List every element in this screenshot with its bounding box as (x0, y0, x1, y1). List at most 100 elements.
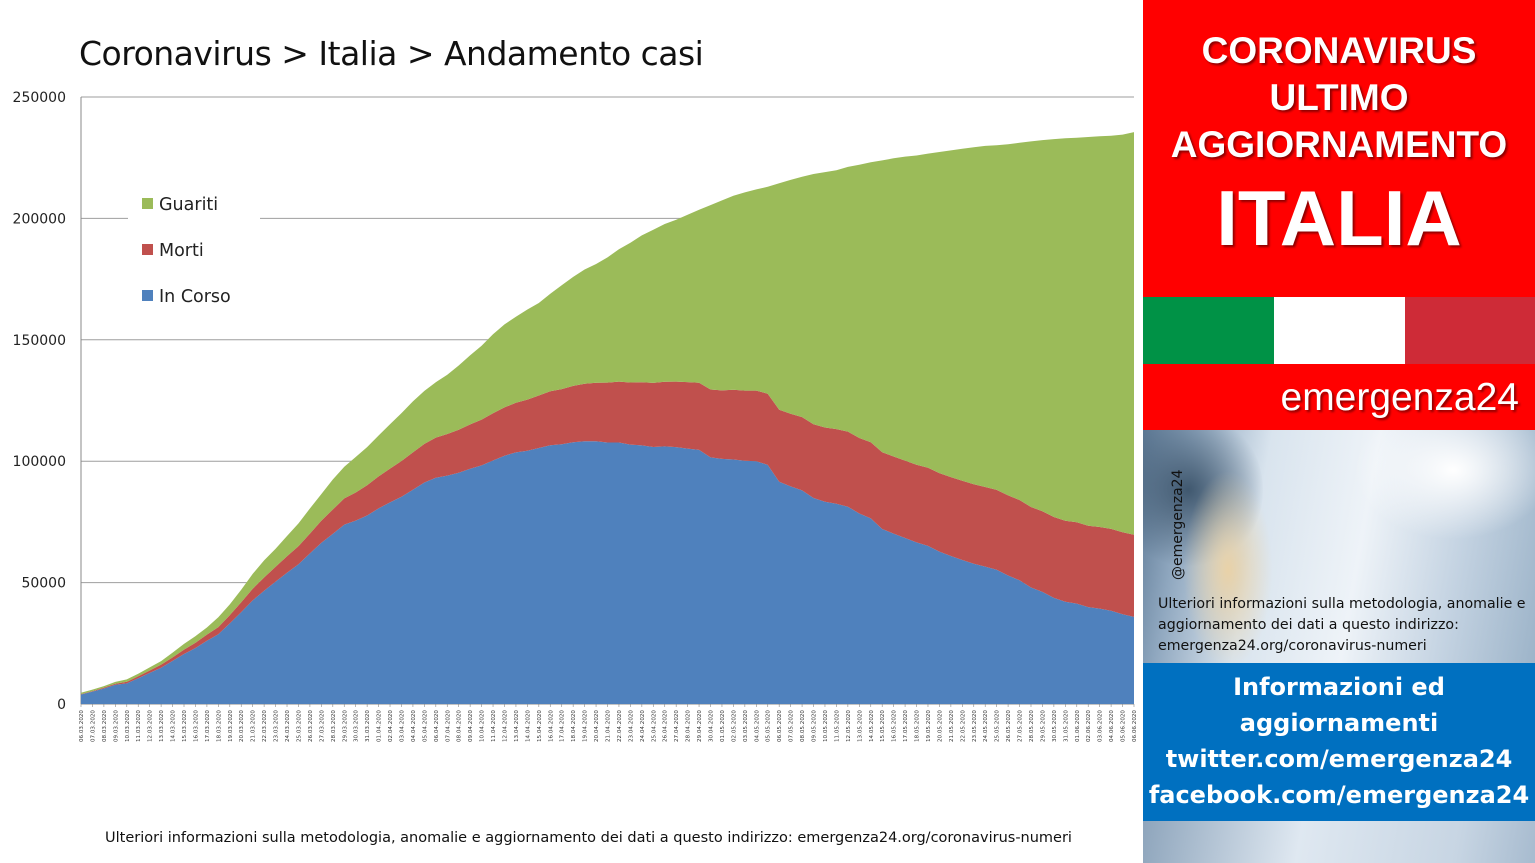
x-tick-label: 16.05.2020 (892, 710, 898, 742)
x-tick-label: 10.05.2020 (823, 710, 829, 742)
x-tick-label: 14.03.2020 (171, 710, 177, 742)
social-handle: @emergenza24 (1170, 469, 1186, 581)
x-tick-label: 02.05.2020 (731, 710, 737, 742)
x-tick-label: 26.04.2020 (663, 710, 669, 742)
x-tick-label: 19.05.2020 (926, 710, 932, 742)
facebook-link[interactable]: facebook.com/emergenza24 (1148, 781, 1530, 809)
chart-title: Coronavirus > Italia > Andamento casi (79, 34, 704, 73)
x-tick-label: 21.04.2020 (606, 710, 612, 742)
y-tick-label: 50000 (21, 576, 66, 592)
x-tick-label: 14.04.2020 (525, 710, 531, 742)
x-tick-label: 08.03.2020 (102, 710, 108, 742)
x-tick-label: 16.03.2020 (194, 710, 200, 742)
x-tick-label: 11.03.2020 (136, 710, 142, 742)
x-tick-label: 05.05.2020 (766, 710, 772, 742)
x-tick-label: 24.03.2020 (285, 710, 291, 742)
x-tick-label: 17.05.2020 (903, 710, 909, 742)
x-tick-label: 15.05.2020 (880, 710, 886, 742)
x-tick-label: 24.05.2020 (983, 710, 989, 742)
x-tick-label: 14.05.2020 (869, 710, 875, 742)
info-box: Informazioni ed aggiornamenti twitter.co… (1143, 663, 1535, 821)
x-tick-label: 25.03.2020 (297, 710, 303, 742)
legend-item-morti: Morti (142, 241, 204, 261)
x-tick-label: 26.03.2020 (308, 710, 314, 742)
legend-item-in-corso: In Corso (142, 287, 231, 307)
x-tick-label: 22.04.2020 (617, 710, 623, 742)
x-tick-label: 19.03.2020 (228, 710, 234, 742)
x-tick-label: 19.04.2020 (583, 710, 589, 742)
x-tick-label: 18.04.2020 (571, 710, 577, 742)
chart-legend: Guariti Morti In Corso (128, 183, 260, 325)
x-tick-label: 10.04.2020 (480, 710, 486, 742)
x-tick-label: 05.06.2020 (1121, 710, 1127, 742)
flag-band-white (1274, 297, 1405, 364)
x-tick-label: 04.05.2020 (754, 710, 760, 742)
x-tick-label: 29.03.2020 (342, 710, 348, 742)
x-tick-label: 15.03.2020 (182, 710, 188, 742)
x-tick-label: 17.03.2020 (205, 710, 211, 742)
y-tick-label: 200000 (13, 211, 66, 227)
x-tick-label: 01.04.2020 (377, 710, 383, 742)
x-tick-label: 07.04.2020 (445, 710, 451, 742)
header-line-2: ULTIMO (1269, 77, 1409, 118)
x-tick-label: 01.05.2020 (720, 710, 726, 742)
x-tick-label: 04.06.2020 (1109, 710, 1115, 742)
x-tick-label: 18.03.2020 (216, 710, 222, 742)
y-tick-label: 150000 (13, 333, 66, 349)
x-tick-label: 09.04.2020 (468, 710, 474, 742)
x-tick-label: 08.04.2020 (457, 710, 463, 742)
legend-swatch-morti (142, 243, 153, 255)
x-tick-label: 29.05.2020 (1040, 710, 1046, 742)
x-tick-label: 23.03.2020 (274, 710, 280, 742)
legend-label-in-corso: In Corso (159, 287, 231, 307)
legend-swatch-in-corso (142, 289, 153, 301)
legend-label-morti: Morti (159, 241, 204, 261)
legend-label-guariti: Guariti (159, 195, 219, 215)
flag-band-red (1405, 297, 1535, 364)
x-tick-label: 03.05.2020 (743, 710, 749, 742)
x-tick-label: 02.06.2020 (1086, 710, 1092, 742)
x-tick-label: 27.05.2020 (1018, 710, 1024, 742)
x-tick-label: 29.04.2020 (697, 710, 703, 742)
country-title: ITALIA (1216, 174, 1462, 262)
area-guariti (81, 132, 1134, 695)
x-tick-label: 05.04.2020 (422, 710, 428, 742)
x-tick-label: 13.03.2020 (159, 710, 165, 742)
legend-item-guariti: Guariti (142, 195, 218, 215)
x-tick-label: 20.04.2020 (594, 710, 600, 742)
x-tick-label: 22.03.2020 (262, 710, 268, 742)
x-tick-label: 20.03.2020 (239, 710, 245, 742)
flag-band-green (1143, 297, 1274, 364)
x-tick-label: 06.06.2020 (1132, 710, 1138, 742)
x-tick-label: 09.05.2020 (812, 710, 818, 742)
background-photo-bottom (1143, 821, 1535, 863)
y-tick-label: 100000 (13, 454, 66, 470)
x-tick-label: 25.04.2020 (651, 710, 657, 742)
x-tick-label: 11.04.2020 (491, 710, 497, 742)
x-tick-label: 12.05.2020 (846, 710, 852, 742)
x-tick-label: 02.04.2020 (388, 710, 394, 742)
x-tick-label: 18.05.2020 (915, 710, 921, 742)
twitter-link[interactable]: twitter.com/emergenza24 (1165, 745, 1513, 773)
x-tick-label: 13.04.2020 (514, 710, 520, 742)
x-tick-label: 15.04.2020 (537, 710, 543, 742)
x-tick-label: 01.06.2020 (1075, 710, 1081, 742)
update-header: CORONAVIRUS ULTIMO AGGIORNAMENTO ITALIA (1143, 0, 1535, 297)
header-line-1: CORONAVIRUS (1201, 30, 1477, 71)
x-tick-label: 28.03.2020 (331, 710, 337, 742)
x-tick-label: 20.05.2020 (937, 710, 943, 742)
x-tick-label: 12.03.2020 (148, 710, 154, 742)
stacked-area-chart: 0 50000 100000 150000 200000 250000 06.03.2020… (13, 90, 1138, 742)
italian-flag-icon (1143, 297, 1535, 364)
x-tick-label: 22.05.2020 (960, 710, 966, 742)
methodology-note: Ulteriori informazioni sulla metodologia… (1158, 596, 1526, 654)
brand-bar: emergenza24 (1143, 364, 1535, 430)
x-tick-label: 10.03.2020 (125, 710, 131, 742)
x-tick-label: 27.04.2020 (674, 710, 680, 742)
x-tick-label: 07.03.2020 (90, 710, 96, 742)
header-line-3: AGGIORNAMENTO (1170, 124, 1508, 165)
x-tick-label: 21.05.2020 (949, 710, 955, 742)
x-tick-label: 03.06.2020 (1098, 710, 1104, 742)
x-tick-label: 30.03.2020 (354, 710, 360, 742)
x-tick-label: 06.04.2020 (434, 710, 440, 742)
